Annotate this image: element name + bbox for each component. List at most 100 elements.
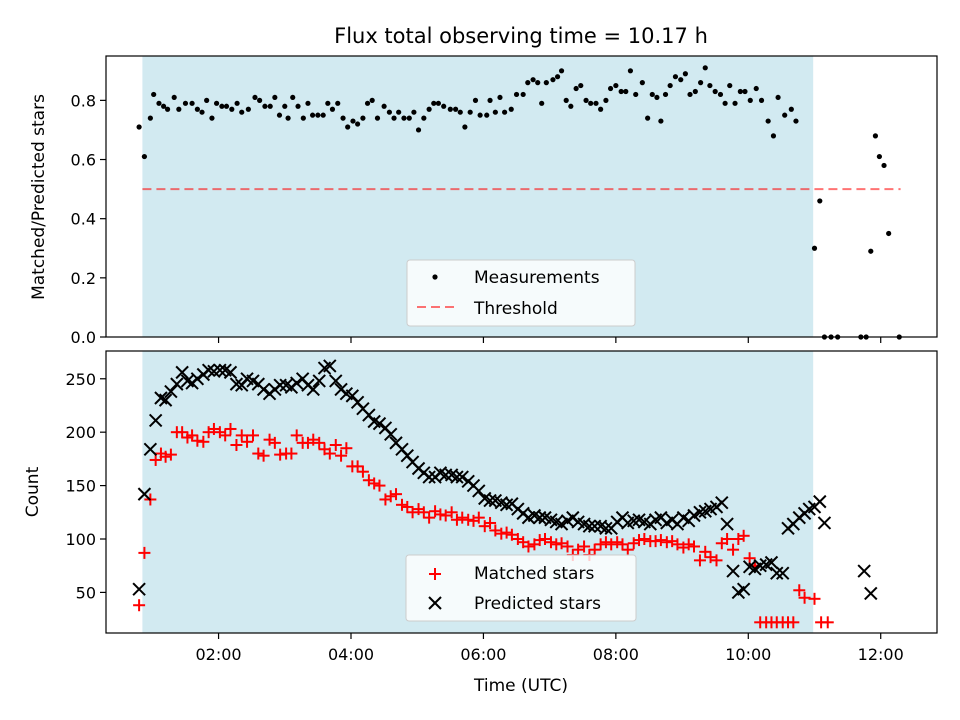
measurement-point — [702, 65, 708, 71]
predicted-point — [582, 519, 597, 533]
y-bottom-tick-label: 50 — [76, 583, 96, 602]
measurement-point — [350, 118, 356, 124]
measurement-point — [189, 100, 195, 106]
measurement-point — [886, 230, 892, 237]
measurement-point — [598, 106, 604, 112]
matched-point — [159, 450, 172, 463]
matched-point — [522, 540, 535, 553]
measurement-point — [603, 97, 609, 103]
measurement-point — [645, 115, 651, 121]
measurement-point — [386, 109, 393, 115]
x-tick-label: 10:00 — [725, 645, 771, 664]
predicted-point — [720, 517, 734, 531]
y-axis-label-bottom: Count — [23, 466, 43, 517]
predicted-point — [312, 374, 326, 388]
measurement-point — [698, 80, 704, 86]
predicted-point — [329, 374, 343, 388]
measurement-point — [520, 91, 526, 98]
measurement-point — [239, 109, 245, 115]
x-tick-label: 06:00 — [460, 645, 506, 664]
y-top-tick-label: 0.0 — [71, 328, 96, 347]
y-bottom-tick-label: 150 — [65, 477, 96, 496]
predicted-point — [813, 494, 827, 509]
predicted-point — [170, 377, 184, 391]
measurement-point — [513, 91, 520, 98]
measurement-point — [573, 85, 579, 92]
measurement-point — [396, 109, 402, 115]
predicted-point — [323, 359, 337, 373]
panel-ratio: 0.00.20.40.60.8 Matched/Predicted stars … — [29, 55, 938, 347]
measurement-point — [325, 100, 331, 106]
matched-point — [462, 513, 475, 526]
measurement-point — [817, 198, 823, 204]
measurement-point — [539, 100, 545, 106]
measurement-point — [156, 100, 162, 106]
matched-point — [313, 436, 326, 449]
measurement-point — [717, 91, 724, 98]
measurement-point — [732, 100, 738, 106]
matched-point — [721, 533, 734, 545]
matched-point — [633, 534, 646, 547]
matched-point — [235, 429, 248, 442]
measurement-point — [295, 103, 301, 109]
measurement-point — [543, 80, 549, 86]
matched-point — [638, 533, 651, 545]
predicted-point — [599, 521, 613, 536]
measurement-point — [229, 106, 235, 112]
matched-point — [710, 554, 723, 567]
matched-point — [472, 511, 485, 524]
measurement-point — [558, 68, 565, 74]
matched-point — [793, 584, 806, 597]
measurement-point — [747, 97, 753, 103]
predicted-point — [438, 468, 453, 482]
measurement-point — [487, 97, 493, 103]
matched-point — [138, 546, 151, 559]
predicted-point — [472, 484, 486, 498]
matched-point — [219, 429, 232, 442]
matched-point — [605, 538, 618, 551]
measurement-point — [658, 118, 664, 124]
legend-marker-matched — [429, 568, 441, 580]
legend-label-measurements: Measurements — [474, 268, 600, 288]
measurement-point — [355, 121, 361, 127]
y-top-tick-label: 0.8 — [71, 91, 96, 110]
measurement-point — [678, 77, 684, 83]
measurement-point — [788, 106, 794, 112]
matched-point — [384, 490, 397, 503]
matched-point — [594, 538, 607, 551]
matched-point — [401, 500, 414, 513]
measurement-point — [502, 109, 508, 115]
measurement-point — [204, 97, 210, 103]
matched-point — [164, 448, 177, 461]
matched-point — [356, 465, 369, 478]
matched-point — [649, 535, 662, 548]
measurement-point — [147, 115, 153, 121]
y-bottom-tick-label: 250 — [65, 370, 96, 389]
measurement-point — [554, 74, 561, 80]
predicted-point — [306, 382, 320, 397]
y-axis-ticks-bottom: 50 100 150 200 250 — [65, 370, 106, 602]
legend-label-threshold: Threshold — [473, 299, 558, 319]
predicted-point — [143, 442, 158, 456]
measurement-point — [530, 77, 536, 83]
measurement-point — [775, 94, 781, 101]
matched-point — [274, 448, 287, 461]
matched-point — [390, 488, 403, 501]
measurement-point — [415, 127, 422, 133]
measurement-point — [421, 115, 427, 121]
measurement-point — [467, 109, 473, 115]
matched-point — [727, 543, 740, 556]
matched-point — [395, 498, 408, 511]
y-bottom-tick-label: 100 — [65, 530, 96, 549]
measurement-point — [391, 115, 397, 121]
measurement-point — [583, 97, 589, 103]
matched-point — [246, 429, 259, 442]
measurement-point — [141, 153, 148, 160]
measurement-point — [550, 77, 556, 83]
measurement-point — [872, 133, 879, 139]
measurement-point — [219, 103, 225, 109]
predicted-point — [483, 493, 497, 508]
matched-point — [434, 508, 447, 521]
measurement-point — [209, 115, 215, 121]
